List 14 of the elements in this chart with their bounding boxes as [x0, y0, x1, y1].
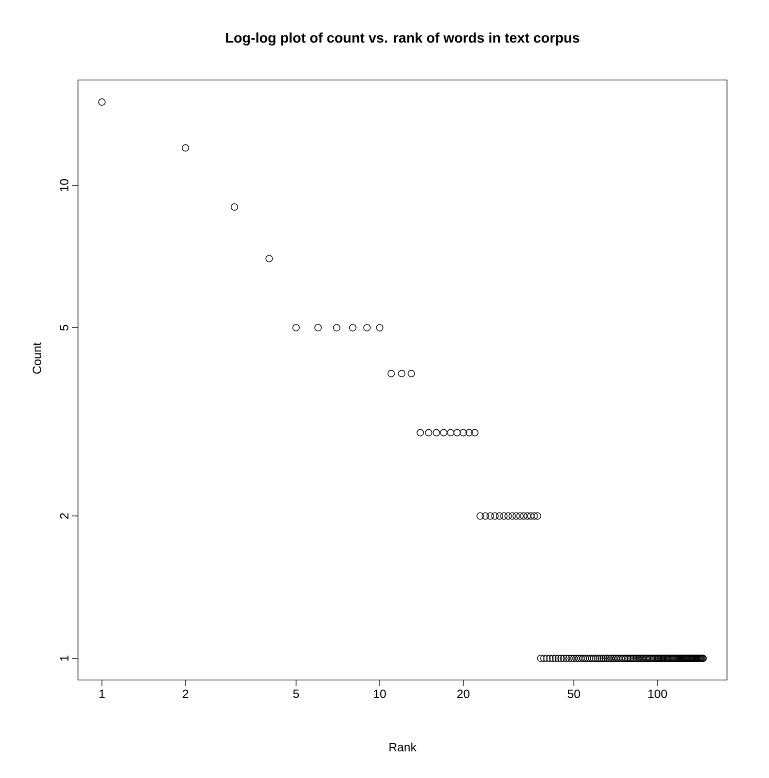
- x-tick-label: 20: [457, 690, 470, 698]
- y-tick-label: 2: [60, 513, 68, 519]
- y-axis-title: Count: [32, 342, 42, 374]
- y-tick-label: 5: [60, 324, 68, 331]
- x-tick-label: 10: [374, 690, 386, 698]
- y-tick-label: 1: [60, 656, 68, 661]
- y-tick-label: 10: [60, 179, 68, 192]
- x-axis-title: Rank: [390, 742, 416, 752]
- x-tick-label: 2: [182, 690, 188, 698]
- x-tick-label: 5: [293, 690, 299, 698]
- x-tick-label: 100: [648, 690, 667, 698]
- x-tick-label: 1: [100, 690, 105, 698]
- chart-title: Log-log plot of count vs. rank of words in text corpus: [226, 32, 580, 46]
- x-tick-label: 50: [568, 690, 580, 698]
